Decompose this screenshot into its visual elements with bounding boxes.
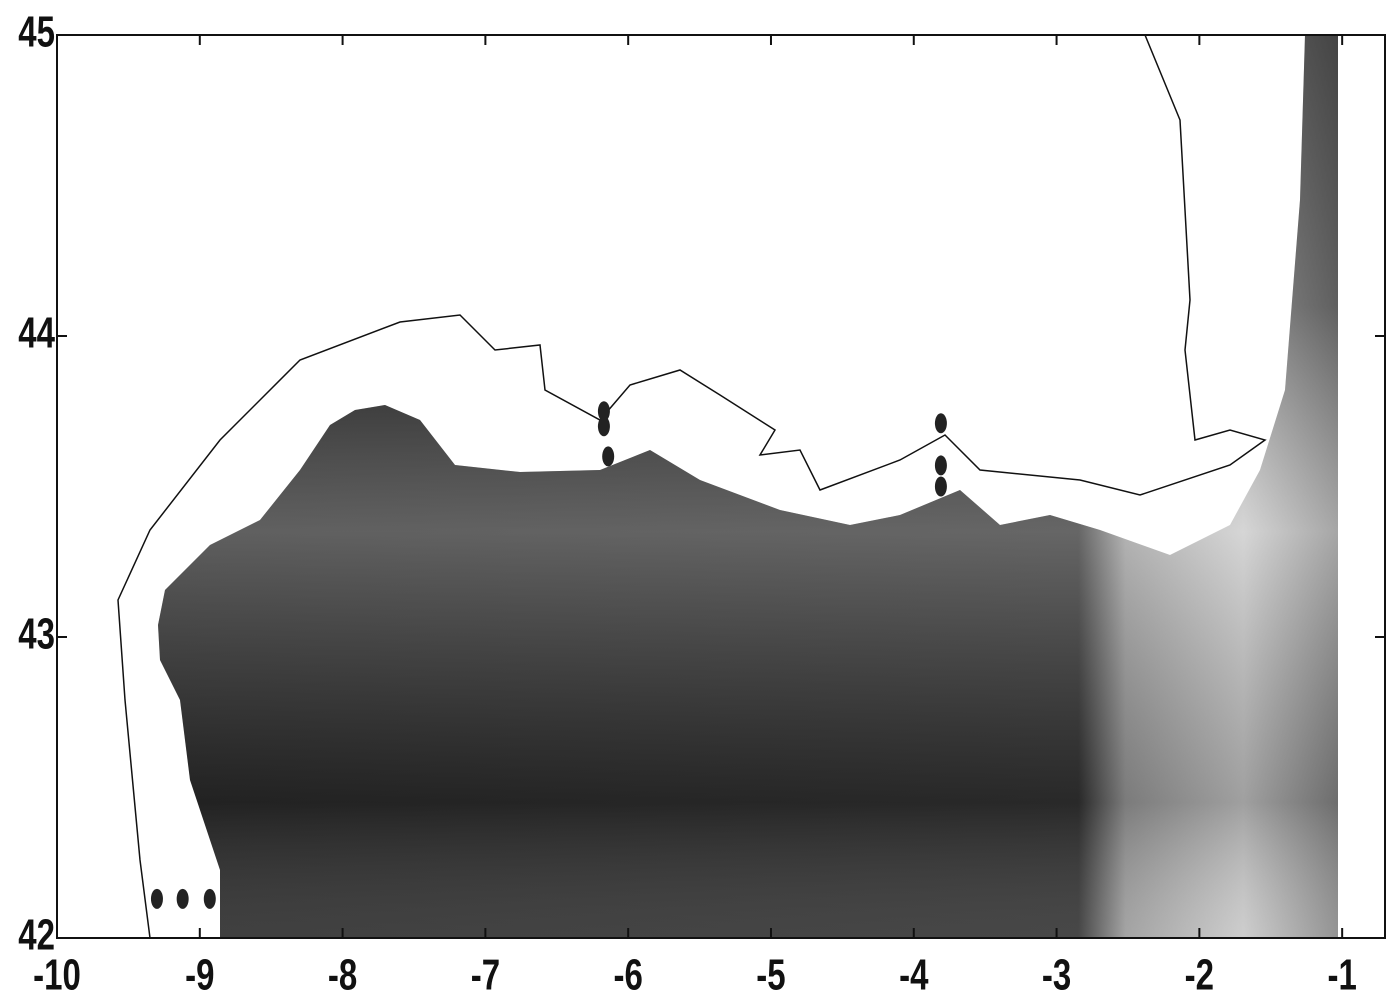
station <box>934 455 947 476</box>
land <box>117 35 1338 938</box>
station <box>597 416 610 437</box>
land-shade <box>158 35 1338 938</box>
plot-frame <box>56 34 1386 939</box>
y-tick-label: 45 <box>18 8 55 57</box>
station <box>602 446 615 467</box>
isobath <box>117 35 1267 938</box>
x-tick-label: -1 <box>1327 951 1356 1000</box>
station <box>934 413 947 434</box>
y-tick-label: 43 <box>18 610 55 659</box>
station <box>176 888 189 909</box>
x-tick-label: -6 <box>614 951 643 1000</box>
x-tick-label: -9 <box>185 951 214 1000</box>
x-tick-label: -3 <box>1042 951 1071 1000</box>
station <box>934 476 947 497</box>
station <box>203 888 216 909</box>
x-tick-label: -10 <box>33 951 81 1000</box>
x-tick-label: -7 <box>471 951 500 1000</box>
station <box>150 888 163 909</box>
x-tick-label: -8 <box>328 951 357 1000</box>
station <box>597 401 610 422</box>
x-tick-label: -5 <box>756 951 785 1000</box>
x-tick-label: -4 <box>899 951 929 1000</box>
x-tick-label: -2 <box>1185 951 1214 1000</box>
y-tick-label: 42 <box>18 911 55 960</box>
y-tick-label: 44 <box>18 309 55 358</box>
